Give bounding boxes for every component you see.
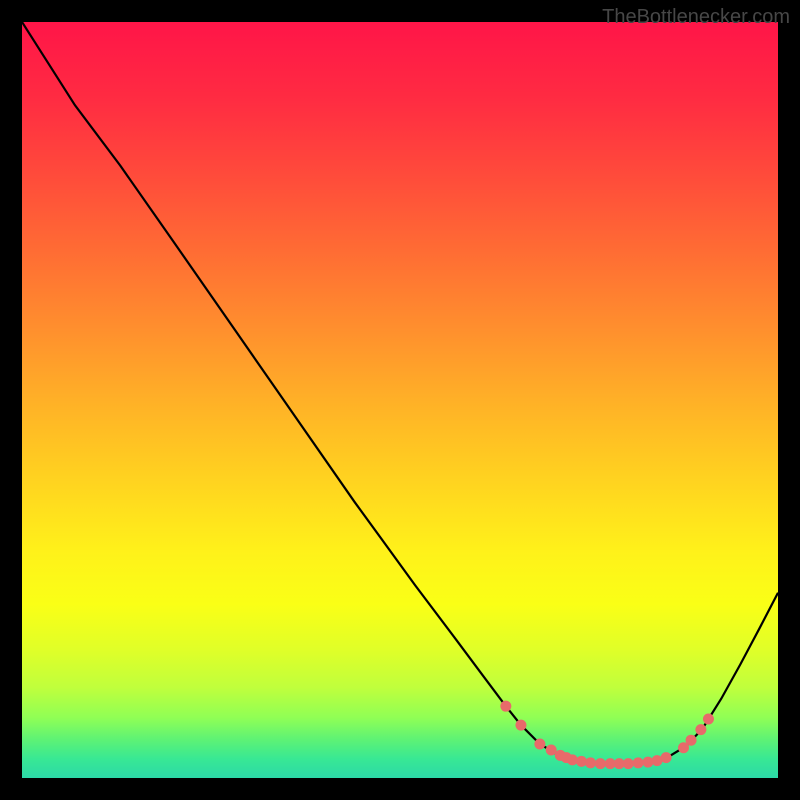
chart-curve-layer bbox=[22, 22, 778, 778]
curve-marker bbox=[623, 758, 634, 769]
curve-marker bbox=[686, 735, 697, 746]
curve-marker bbox=[500, 701, 511, 712]
curve-marker bbox=[585, 757, 596, 768]
curve-marker bbox=[534, 738, 545, 749]
curve-marker bbox=[695, 724, 706, 735]
curve-markers bbox=[500, 701, 714, 769]
curve-marker bbox=[703, 714, 714, 725]
curve-marker bbox=[633, 757, 644, 768]
curve-marker bbox=[515, 720, 526, 731]
curve-marker bbox=[595, 758, 606, 769]
bottleneck-curve bbox=[22, 22, 778, 764]
chart-plot-area bbox=[22, 22, 778, 778]
watermark-text: TheBottlenecker.com bbox=[602, 6, 790, 29]
curve-marker bbox=[661, 752, 672, 763]
